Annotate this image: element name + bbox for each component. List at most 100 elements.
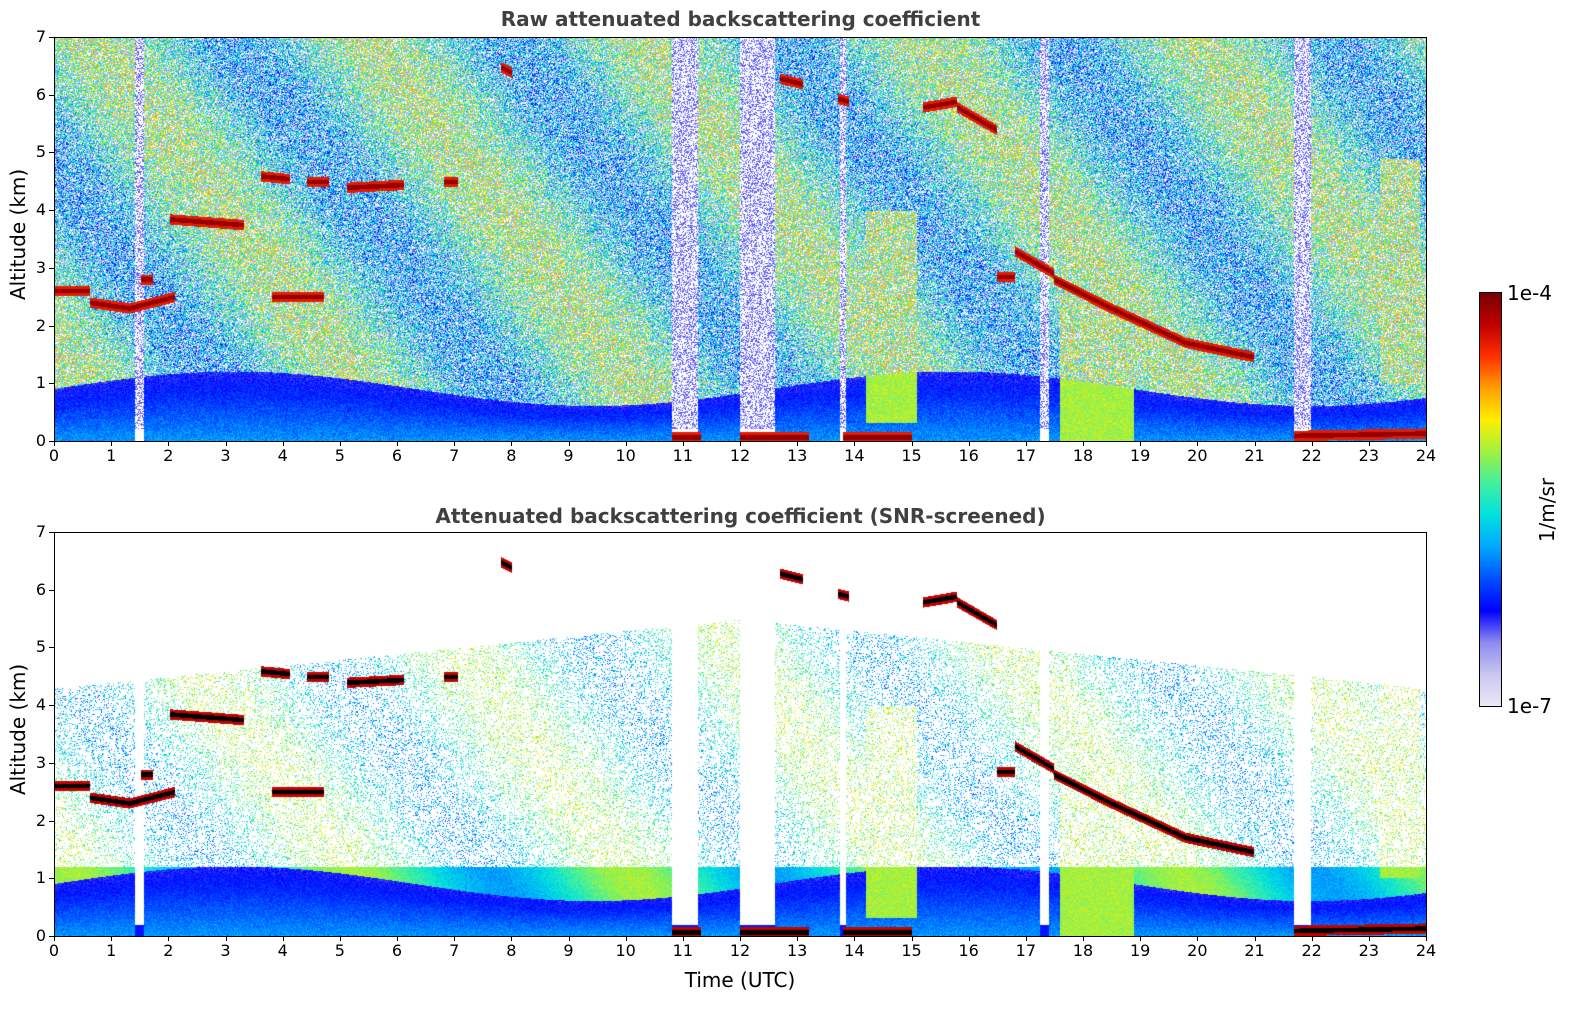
x-tick — [111, 441, 113, 446]
x-tick-label: 5 — [334, 941, 345, 960]
bottom-heatmap-canvas — [55, 533, 1426, 936]
y-tick-label: 4 — [35, 695, 46, 715]
x-tick-label: 9 — [563, 941, 574, 960]
x-tick — [225, 441, 227, 446]
x-tick-label: 20 — [1187, 446, 1208, 465]
x-tick-label: 8 — [506, 941, 517, 960]
x-tick-label: 17 — [1015, 941, 1036, 960]
x-tick — [968, 936, 970, 941]
x-tick — [282, 936, 284, 941]
x-tick-label: 12 — [729, 446, 751, 465]
x-tick-label: 16 — [958, 941, 979, 960]
x-tick — [911, 936, 913, 941]
y-tick — [49, 820, 54, 822]
x-tick — [968, 441, 970, 446]
x-tick — [225, 936, 227, 941]
x-tick — [1311, 441, 1313, 446]
x-tick — [797, 441, 799, 446]
y-tick — [49, 647, 54, 649]
y-tick-label: 0 — [35, 926, 46, 945]
colorbar-unit-label: 1/m/sr — [1535, 477, 1559, 543]
x-tick-label: 2 — [163, 446, 174, 465]
x-tick — [682, 936, 684, 941]
x-tick-label: 13 — [786, 941, 808, 960]
y-tick-label: 7 — [35, 27, 46, 46]
x-tick — [854, 441, 856, 446]
y-tick-label: 5 — [35, 142, 46, 162]
x-tick — [1426, 936, 1427, 941]
x-tick-label: 24 — [1415, 941, 1437, 960]
y-tick-label: 1 — [35, 373, 46, 393]
x-tick — [568, 936, 570, 941]
bottom-y-axis-label: Altitude (km) — [6, 663, 30, 795]
x-tick — [1025, 936, 1027, 941]
x-tick-label: 20 — [1187, 941, 1208, 960]
x-tick-label: 10 — [615, 446, 636, 465]
y-tick-label: 1 — [35, 868, 46, 888]
y-tick-label: 5 — [35, 637, 46, 657]
x-tick — [168, 936, 170, 941]
x-tick — [854, 936, 856, 941]
y-tick — [49, 94, 54, 96]
x-tick — [1426, 441, 1427, 446]
x-tick — [397, 441, 398, 446]
y-tick — [49, 532, 54, 533]
x-tick-label: 11 — [672, 446, 693, 465]
bottom-heatmap-plot[interactable] — [54, 532, 1427, 937]
x-tick-label: 3 — [220, 941, 231, 960]
x-tick — [1140, 936, 1142, 941]
x-tick — [54, 441, 55, 446]
top-heatmap-canvas — [55, 38, 1426, 441]
x-tick-label: 7 — [449, 446, 460, 465]
x-tick-label: 6 — [391, 941, 403, 960]
x-tick-label: 12 — [729, 941, 751, 960]
x-tick — [511, 936, 513, 941]
x-tick — [111, 936, 113, 941]
x-tick-label: 1 — [106, 446, 117, 465]
x-tick-label: 4 — [277, 446, 288, 465]
y-tick — [49, 152, 54, 154]
y-tick — [49, 210, 54, 212]
x-tick-label: 8 — [506, 446, 517, 465]
x-tick — [1368, 936, 1370, 941]
y-tick-label: 3 — [35, 752, 46, 772]
x-tick — [1311, 936, 1313, 941]
y-tick — [49, 705, 54, 707]
x-tick — [168, 441, 170, 446]
x-tick — [54, 936, 55, 941]
y-tick — [49, 589, 54, 591]
x-tick-label: 7 — [449, 941, 460, 960]
x-tick-label: 18 — [1072, 446, 1094, 465]
x-axis-label: Time (UTC) — [684, 968, 796, 992]
x-tick-label: 23 — [1358, 941, 1379, 960]
x-tick-label: 6 — [391, 446, 403, 465]
x-tick-label: 0 — [48, 941, 60, 960]
top-heatmap-plot[interactable] — [54, 37, 1427, 442]
y-tick-label: 0 — [35, 431, 46, 450]
y-tick-label: 6 — [35, 579, 46, 599]
x-tick-label: 15 — [901, 446, 922, 465]
x-tick — [1140, 441, 1142, 446]
x-tick-label: 18 — [1072, 941, 1094, 960]
colorbar-min-label: 1e-7 — [1507, 694, 1552, 718]
x-tick — [740, 441, 741, 446]
x-tick-label: 14 — [844, 941, 865, 960]
x-tick — [339, 936, 341, 941]
y-tick-label: 6 — [35, 84, 46, 104]
x-tick — [1083, 441, 1084, 446]
x-tick-label: 21 — [1244, 941, 1265, 960]
x-tick — [454, 441, 456, 446]
x-tick-label: 21 — [1244, 446, 1265, 465]
x-tick — [511, 441, 513, 446]
x-tick — [625, 936, 627, 941]
y-tick — [49, 267, 54, 269]
y-tick — [49, 762, 54, 764]
x-tick-label: 22 — [1301, 446, 1322, 465]
x-tick-label: 5 — [334, 446, 345, 465]
x-tick-label: 15 — [901, 941, 922, 960]
y-tick — [49, 936, 54, 937]
x-tick-label: 23 — [1358, 446, 1379, 465]
x-tick-label: 11 — [672, 941, 693, 960]
x-tick-label: 14 — [844, 446, 865, 465]
x-tick — [911, 441, 913, 446]
